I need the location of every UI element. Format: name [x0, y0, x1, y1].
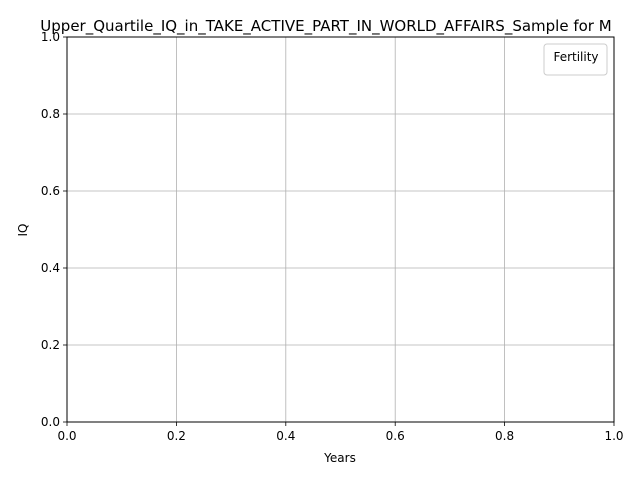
x-tick-label: 0.8: [495, 429, 514, 443]
x-axis-label: Years: [323, 451, 356, 465]
x-tick-label: 0.4: [276, 429, 295, 443]
y-tick-label: 0.8: [41, 107, 60, 121]
legend: Fertility: [544, 44, 607, 75]
chart-title: Upper_Quartile_IQ_in_TAKE_ACTIVE_PART_IN…: [40, 17, 611, 36]
legend-title: Fertility: [553, 50, 598, 64]
y-tick-label: 0.4: [41, 261, 60, 275]
x-tick-label: 0.0: [57, 429, 76, 443]
y-tick-label: 0.6: [41, 184, 60, 198]
y-axis-label: IQ: [16, 224, 30, 237]
x-tick-label: 0.6: [386, 429, 405, 443]
y-tick-label: 0.0: [41, 415, 60, 429]
y-tick-label: 1.0: [41, 30, 60, 44]
x-tick-label: 1.0: [604, 429, 623, 443]
y-tick-label: 0.2: [41, 338, 60, 352]
x-tick-label: 0.2: [167, 429, 186, 443]
